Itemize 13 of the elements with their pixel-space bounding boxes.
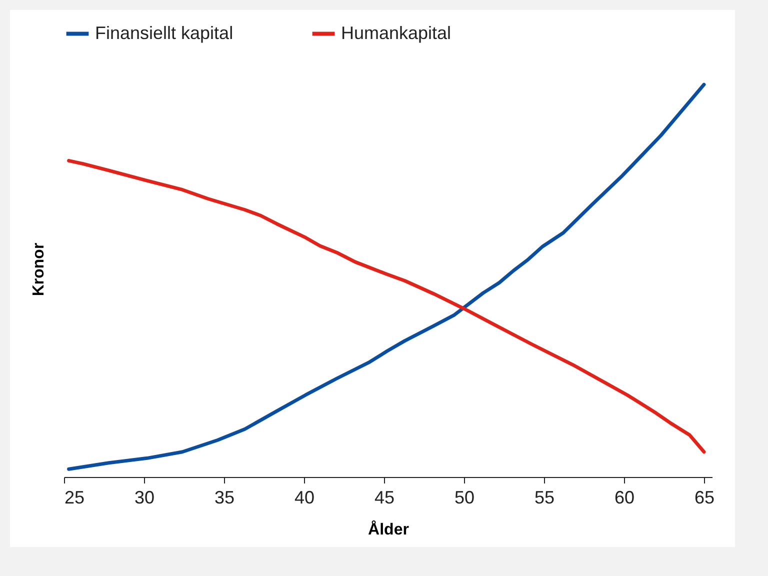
x-tick-label: 60 xyxy=(614,488,635,508)
x-axis-title: Ålder xyxy=(368,520,409,538)
x-tick-label: 35 xyxy=(214,488,235,508)
legend-label: Humankapital xyxy=(341,22,452,43)
x-tick-label: 30 xyxy=(134,488,155,508)
x-tick-label: 55 xyxy=(534,488,555,508)
legend-label: Finansiellt kapital xyxy=(95,22,234,43)
x-tick-label: 40 xyxy=(294,488,315,508)
x-tick-label: 65 xyxy=(694,488,715,508)
x-tick-label: 25 xyxy=(64,488,85,508)
x-tick-label: 45 xyxy=(374,488,395,508)
y-axis-title: Kronor xyxy=(30,242,48,296)
x-tick-label: 50 xyxy=(454,488,475,508)
